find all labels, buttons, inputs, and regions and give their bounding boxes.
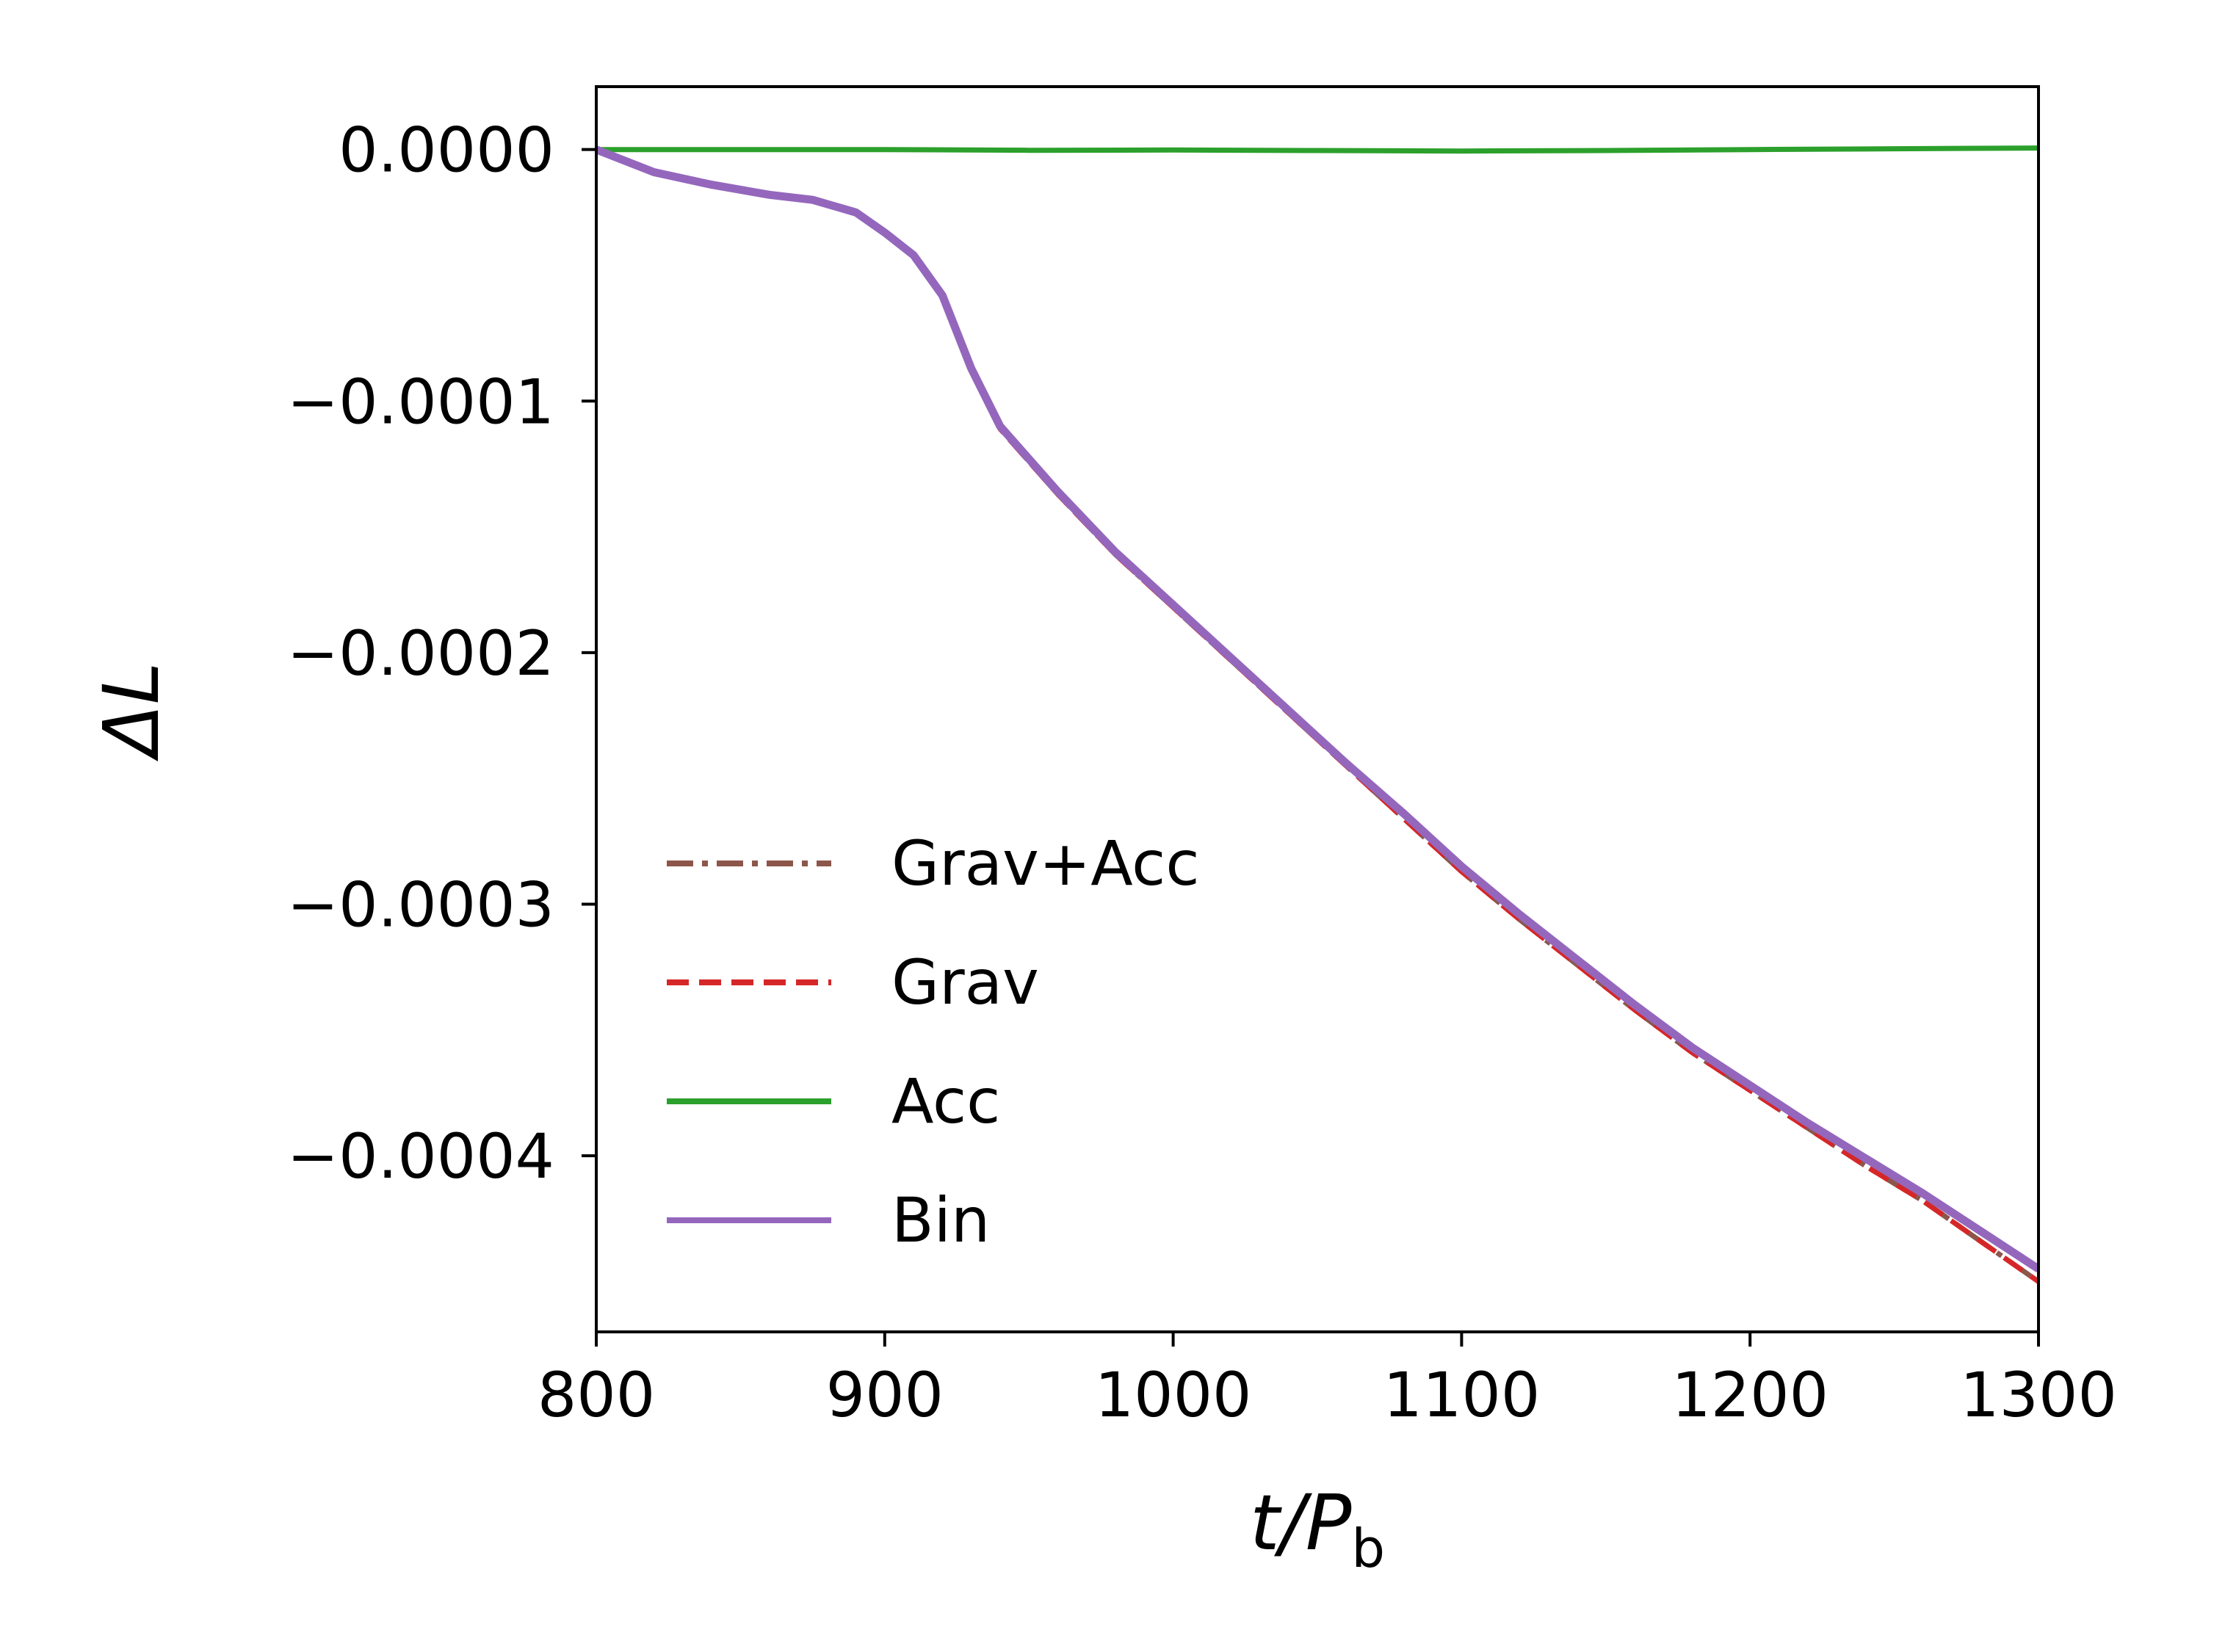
y-tick-label: 0.0000 <box>339 115 554 186</box>
x-tick-label: 1200 <box>1671 1359 1828 1431</box>
y-axis-ticks: 0.0000 −0.0001 −0.0002 −0.0003 −0.0004 <box>287 115 596 1192</box>
legend: Grav+Acc Grav Acc Bin <box>667 827 1200 1256</box>
y-tick-label: −0.0004 <box>287 1120 554 1192</box>
x-axis-title-subscript: b <box>1351 1518 1385 1579</box>
y-tick-label: −0.0001 <box>287 366 554 438</box>
plot-frame <box>595 85 2040 1333</box>
legend-label: Grav+Acc <box>891 827 1200 899</box>
x-tick-label: 1000 <box>1095 1359 1252 1431</box>
legend-label: Grav <box>891 946 1039 1018</box>
x-axis-title: t/Pb <box>1250 1478 1385 1579</box>
series-line-bin <box>596 145 2038 1272</box>
x-axis-ticks: 800 900 1000 1100 1200 1300 <box>538 1332 2117 1431</box>
series-line-grav <box>596 147 2038 1284</box>
series-layer <box>596 145 2038 1284</box>
x-tick-label: 1300 <box>1960 1359 2117 1431</box>
x-tick-label: 800 <box>538 1359 655 1431</box>
x-axis-title-main: t/P <box>1250 1478 1352 1568</box>
legend-label: Bin <box>891 1184 990 1256</box>
y-tick-label: −0.0003 <box>287 869 554 941</box>
legend-label: Acc <box>891 1065 1000 1137</box>
y-axis-title: ΔL <box>87 662 176 761</box>
x-tick-label: 900 <box>826 1359 944 1431</box>
x-tick-label: 1100 <box>1383 1359 1541 1431</box>
series-line-acc <box>596 145 2038 154</box>
y-tick-label: −0.0002 <box>287 617 554 689</box>
